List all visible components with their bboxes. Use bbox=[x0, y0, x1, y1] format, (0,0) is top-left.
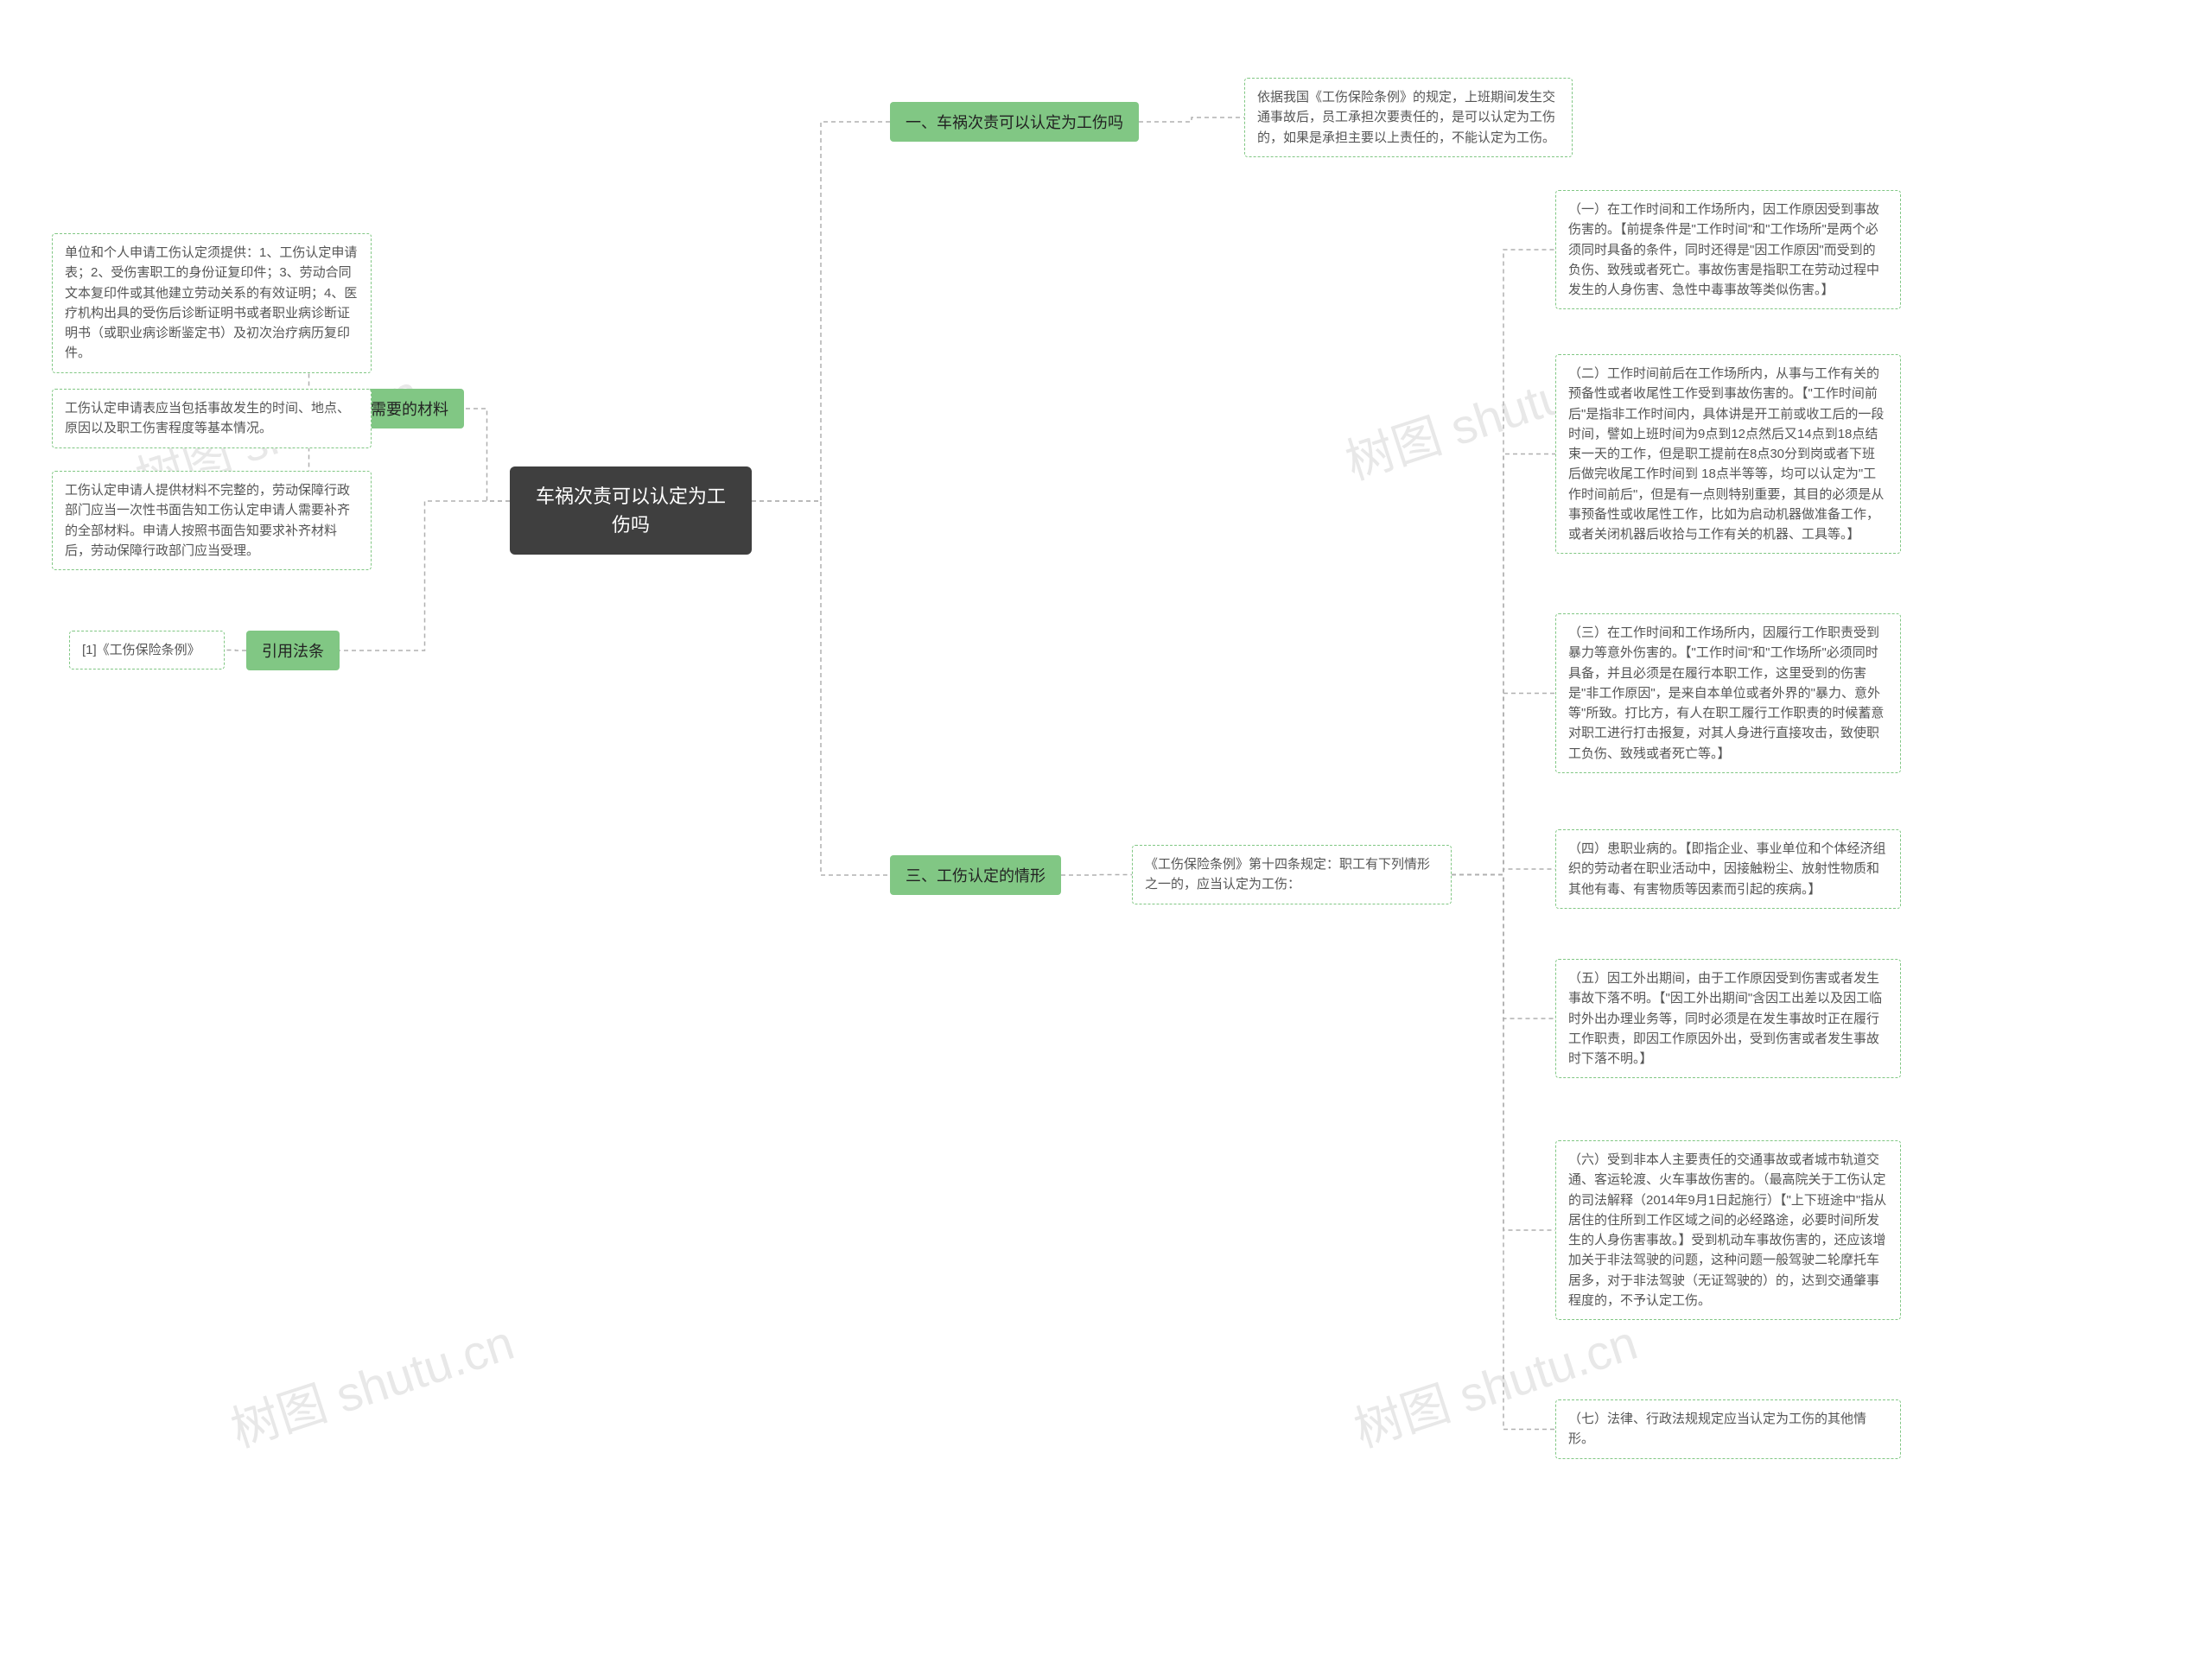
leaf-node: 工伤认定申请人提供材料不完整的，劳动保障行政部门应当一次性书面告知工伤认定申请人… bbox=[52, 471, 372, 570]
root-node: 车祸次责可以认定为工伤吗 bbox=[510, 466, 752, 555]
leaf-node: 单位和个人申请工伤认定须提供：1、工伤认定申请表；2、受伤害职工的身份证复印件；… bbox=[52, 233, 372, 373]
branch-node: 三、工伤认定的情形 bbox=[890, 855, 1061, 895]
leaf-node: 工伤认定申请表应当包括事故发生的时间、地点、原因以及职工伤害程度等基本情况。 bbox=[52, 389, 372, 448]
leaf-node: （七）法律、行政法规规定应当认定为工伤的其他情形。 bbox=[1555, 1399, 1901, 1459]
leaf-node: 依据我国《工伤保险条例》的规定，上班期间发生交通事故后，员工承担次要责任的，是可… bbox=[1244, 78, 1573, 157]
leaf-node: （五）因工外出期间，由于工作原因受到伤害或者发生事故下落不明。【"因工外出期间"… bbox=[1555, 959, 1901, 1078]
leaf-node: [1]《工伤保险条例》 bbox=[69, 631, 225, 670]
branch-node: 一、车祸次责可以认定为工伤吗 bbox=[890, 102, 1139, 142]
branch-node: 引用法条 bbox=[246, 631, 340, 670]
watermark: 树图 shutu.cn bbox=[221, 1304, 522, 1462]
mid-node: 《工伤保险条例》第十四条规定：职工有下列情形之一的，应当认定为工伤： bbox=[1132, 845, 1452, 904]
leaf-node: （一）在工作时间和工作场所内，因工作原因受到事故伤害的。【前提条件是"工作时间"… bbox=[1555, 190, 1901, 309]
leaf-node: （二）工作时间前后在工作场所内，从事与工作有关的预备性或者收尾性工作受到事故伤害… bbox=[1555, 354, 1901, 554]
leaf-node: （四）患职业病的。【即指企业、事业单位和个体经济组织的劳动者在职业活动中，因接触… bbox=[1555, 829, 1901, 909]
leaf-node: （六）受到非本人主要责任的交通事故或者城市轨道交通、客运轮渡、火车事故伤害的。（… bbox=[1555, 1140, 1901, 1320]
leaf-node: （三）在工作时间和工作场所内，因履行工作职责受到暴力等意外伤害的。【"工作时间"… bbox=[1555, 613, 1901, 773]
